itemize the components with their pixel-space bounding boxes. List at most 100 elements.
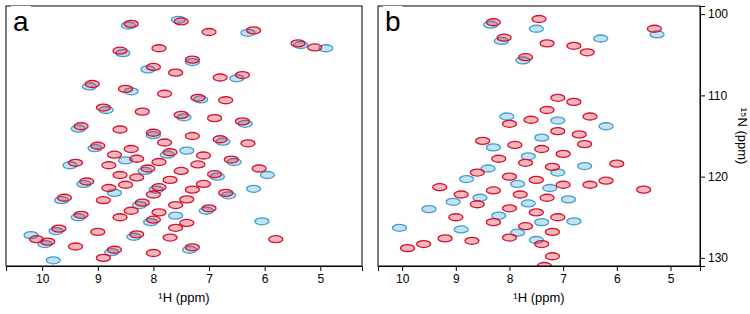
peak: [460, 176, 474, 183]
tick: 6: [614, 266, 621, 286]
peak: [107, 246, 121, 253]
peak: [500, 113, 514, 120]
axis-line: [7, 267, 363, 272]
peak: [537, 263, 551, 267]
tick-mark: [456, 266, 457, 271]
peak: [174, 18, 188, 25]
series: [24, 16, 333, 264]
tick-label: 8: [151, 272, 158, 286]
peak: [152, 45, 166, 52]
peak: [446, 198, 460, 205]
peak: [519, 223, 533, 230]
peak: [610, 160, 624, 167]
tick: 110: [700, 89, 727, 103]
peak: [202, 205, 216, 212]
peak: [113, 214, 127, 221]
peak: [540, 194, 554, 201]
peak: [567, 42, 581, 49]
tick-label: 5: [668, 272, 675, 286]
peak: [80, 178, 94, 185]
peak: [580, 49, 594, 56]
peak: [169, 212, 183, 219]
label-patch: [383, 6, 403, 37]
peak: [543, 185, 557, 192]
tick-mark: [617, 266, 618, 271]
peak: [191, 94, 205, 101]
tick-mark: [98, 266, 99, 271]
peak: [473, 194, 487, 201]
tick-mark: [209, 266, 210, 271]
figure: 1098765¹H (ppm)a1098765¹H (ppm)100110120…: [0, 0, 750, 314]
tick-label: 6: [262, 272, 269, 286]
peak: [545, 163, 559, 170]
peak: [392, 224, 406, 231]
peak: [191, 161, 205, 168]
peak: [529, 25, 543, 32]
peak: [449, 214, 463, 221]
peak: [119, 85, 133, 92]
peak: [130, 174, 144, 181]
peak: [247, 185, 261, 192]
peak: [185, 56, 199, 63]
peak: [454, 191, 468, 198]
peak: [57, 194, 71, 201]
peak: [163, 176, 177, 183]
axis-line: [701, 7, 706, 267]
peak: [308, 44, 322, 51]
peak: [529, 176, 543, 183]
peak: [486, 219, 500, 226]
tick-mark: [265, 266, 266, 271]
peak: [196, 180, 210, 187]
tick-mark: [670, 266, 671, 271]
peak: [146, 129, 160, 136]
peak: [545, 253, 559, 260]
peak: [174, 167, 188, 174]
peak: [158, 139, 172, 146]
x-axis-title: ¹H (ppm): [158, 290, 209, 305]
peaks: [24, 16, 333, 264]
peak: [169, 69, 183, 76]
peak: [152, 209, 166, 216]
tick-label: 120: [708, 170, 728, 184]
peak: [213, 136, 227, 143]
peak: [583, 113, 597, 120]
peak: [578, 163, 592, 170]
peak: [511, 180, 525, 187]
peak: [562, 196, 576, 203]
peak: [535, 219, 549, 226]
peak: [502, 234, 516, 241]
tick-mark: [700, 14, 705, 15]
tick-label: 10: [36, 272, 50, 286]
peak: [69, 159, 83, 166]
tick: 9: [95, 266, 102, 286]
tick: 100: [700, 7, 728, 21]
peak: [85, 81, 99, 88]
peak: [96, 197, 110, 204]
peak: [169, 224, 183, 231]
tick-label: 6: [614, 272, 621, 286]
peak: [476, 137, 490, 144]
peak: [401, 245, 415, 252]
peak: [213, 74, 227, 81]
peak: [69, 243, 83, 250]
tick-mark: [700, 177, 705, 178]
peak: [524, 116, 538, 123]
plot-frame: [378, 6, 700, 266]
tick: 7: [206, 266, 213, 286]
peak: [417, 241, 431, 248]
peak: [247, 27, 261, 34]
peak: [124, 20, 138, 27]
tick: 10: [396, 266, 410, 286]
peak: [594, 35, 608, 42]
peak: [513, 191, 527, 198]
peak: [486, 144, 500, 151]
series: [392, 21, 664, 243]
peak: [52, 225, 66, 232]
peak: [74, 211, 88, 218]
peak: [599, 123, 613, 130]
peak: [470, 169, 484, 176]
peak: [556, 150, 570, 157]
peak: [102, 185, 116, 192]
peak: [235, 118, 249, 125]
tick-mark: [153, 266, 154, 271]
